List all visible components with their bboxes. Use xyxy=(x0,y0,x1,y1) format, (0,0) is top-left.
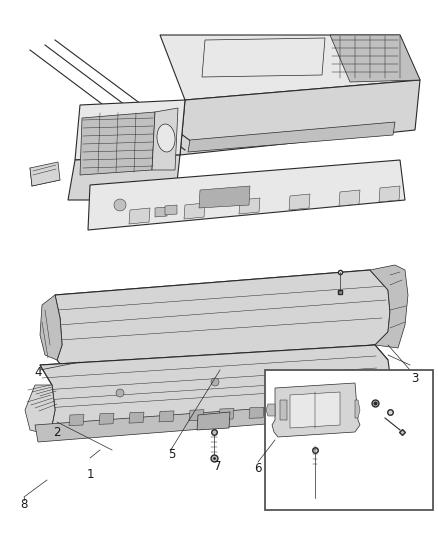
Polygon shape xyxy=(266,404,275,416)
Polygon shape xyxy=(339,190,360,206)
Text: 5: 5 xyxy=(168,448,176,462)
Polygon shape xyxy=(279,406,294,417)
Text: 8: 8 xyxy=(20,497,28,511)
Polygon shape xyxy=(152,108,178,170)
Polygon shape xyxy=(370,265,408,348)
Polygon shape xyxy=(197,412,230,430)
Bar xyxy=(265,370,433,510)
Circle shape xyxy=(211,378,219,386)
Polygon shape xyxy=(99,413,114,424)
Text: 6: 6 xyxy=(254,462,262,474)
Polygon shape xyxy=(249,407,264,418)
Polygon shape xyxy=(189,410,204,421)
Polygon shape xyxy=(310,399,322,412)
Text: 2: 2 xyxy=(53,425,61,439)
Polygon shape xyxy=(180,80,420,155)
Polygon shape xyxy=(129,412,144,423)
Polygon shape xyxy=(30,162,60,186)
Text: 7: 7 xyxy=(214,461,222,473)
Polygon shape xyxy=(129,208,150,224)
Polygon shape xyxy=(35,400,380,442)
Text: 1: 1 xyxy=(86,469,94,481)
Polygon shape xyxy=(355,395,367,408)
Circle shape xyxy=(114,199,126,211)
Text: 3: 3 xyxy=(411,372,419,384)
Polygon shape xyxy=(339,403,354,415)
Polygon shape xyxy=(88,160,405,230)
Polygon shape xyxy=(69,415,84,425)
Polygon shape xyxy=(290,392,340,428)
Polygon shape xyxy=(40,345,388,385)
Polygon shape xyxy=(379,186,400,202)
Polygon shape xyxy=(202,38,325,77)
Polygon shape xyxy=(25,385,55,435)
Polygon shape xyxy=(160,35,420,100)
Polygon shape xyxy=(55,270,388,318)
Polygon shape xyxy=(280,400,287,420)
Polygon shape xyxy=(68,155,180,200)
Polygon shape xyxy=(309,405,324,416)
Polygon shape xyxy=(375,393,387,406)
Polygon shape xyxy=(330,35,420,82)
Polygon shape xyxy=(330,397,342,410)
Polygon shape xyxy=(40,345,390,435)
Polygon shape xyxy=(355,400,360,418)
Polygon shape xyxy=(188,122,395,152)
Polygon shape xyxy=(272,383,360,437)
Ellipse shape xyxy=(157,124,175,152)
Polygon shape xyxy=(165,205,177,215)
Polygon shape xyxy=(80,112,155,175)
Circle shape xyxy=(116,389,124,397)
Polygon shape xyxy=(155,207,167,217)
Polygon shape xyxy=(219,408,234,419)
Polygon shape xyxy=(289,194,310,210)
Polygon shape xyxy=(159,411,174,422)
Polygon shape xyxy=(199,186,250,208)
Text: 4: 4 xyxy=(34,367,42,379)
Polygon shape xyxy=(40,295,62,360)
Polygon shape xyxy=(239,198,260,214)
Polygon shape xyxy=(55,270,390,370)
Polygon shape xyxy=(184,203,205,219)
Polygon shape xyxy=(75,100,185,160)
